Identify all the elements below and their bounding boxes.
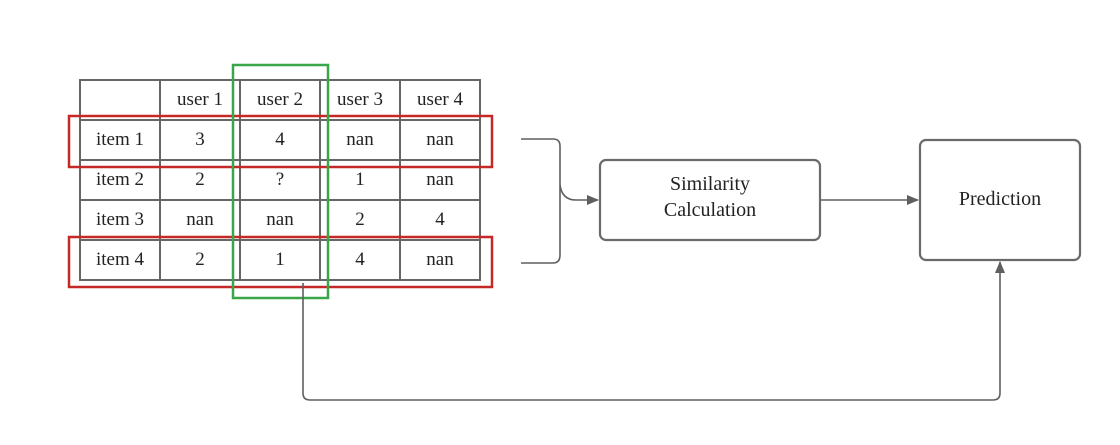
similarity-label-line-2: Calculation bbox=[664, 199, 756, 221]
row-highlight-item-1 bbox=[67, 114, 494, 169]
header-cell bbox=[399, 79, 481, 121]
rating-value: 2 bbox=[195, 249, 205, 270]
rating-value: nan bbox=[426, 249, 454, 270]
rating-value: 4 bbox=[435, 209, 445, 230]
similarity-label-line-1: Similarity bbox=[670, 173, 750, 195]
header-cell bbox=[159, 79, 241, 121]
rating-value: nan bbox=[266, 209, 294, 230]
column-header-label: user 3 bbox=[337, 89, 383, 110]
row-label: item 4 bbox=[96, 249, 145, 270]
matrix-cell bbox=[239, 199, 321, 241]
row-label: item 2 bbox=[96, 169, 144, 190]
rating-value: nan bbox=[346, 129, 374, 150]
column-header-label: user 4 bbox=[417, 89, 463, 110]
rating-value: 2 bbox=[355, 209, 365, 230]
prediction-node: Prediction bbox=[918, 138, 1082, 262]
missing-rating-value: ? bbox=[276, 169, 284, 190]
rating-matrix-table: user 1 user 2 user 3 user 4 item 1 3 4 nan nan it… bbox=[79, 79, 481, 281]
rating-value: 1 bbox=[355, 169, 365, 190]
rating-value: nan bbox=[426, 129, 454, 150]
matrix-cell bbox=[399, 199, 481, 241]
rating-value: 4 bbox=[355, 249, 365, 270]
matrix-cell bbox=[159, 199, 241, 241]
rating-value: 2 bbox=[195, 169, 205, 190]
rating-value: nan bbox=[426, 169, 454, 190]
column-highlight-user-2 bbox=[231, 63, 330, 300]
matrix-cell bbox=[239, 239, 321, 281]
column-header-label: user 1 bbox=[177, 89, 223, 110]
user-column-to-prediction-connector bbox=[302, 261, 1005, 401]
matrix-cell bbox=[159, 239, 241, 281]
similarity-calculation-node: Similarity Calculation bbox=[598, 158, 822, 242]
row-label: item 3 bbox=[96, 209, 144, 230]
matrix-cell bbox=[319, 239, 401, 281]
rating-value: nan bbox=[186, 209, 214, 230]
rating-value: 4 bbox=[275, 129, 285, 150]
column-header-label: user 2 bbox=[257, 89, 303, 110]
row-highlight-item-4 bbox=[67, 235, 494, 289]
prediction-label: Prediction bbox=[959, 188, 1041, 210]
matrix-cell bbox=[319, 119, 401, 161]
rating-value: 1 bbox=[275, 249, 285, 270]
rating-value: 3 bbox=[195, 129, 205, 150]
arrow-to-similarity bbox=[559, 184, 599, 205]
matrix-cell bbox=[399, 239, 481, 281]
row-label: item 1 bbox=[96, 129, 144, 150]
header-cell bbox=[79, 79, 161, 121]
matrix-cell bbox=[79, 239, 161, 281]
merge-bracket-connector bbox=[521, 138, 561, 264]
matrix-cell bbox=[159, 119, 241, 161]
